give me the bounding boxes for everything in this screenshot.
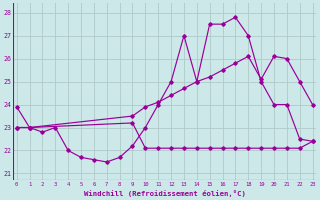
X-axis label: Windchill (Refroidissement éolien,°C): Windchill (Refroidissement éolien,°C): [84, 190, 245, 197]
